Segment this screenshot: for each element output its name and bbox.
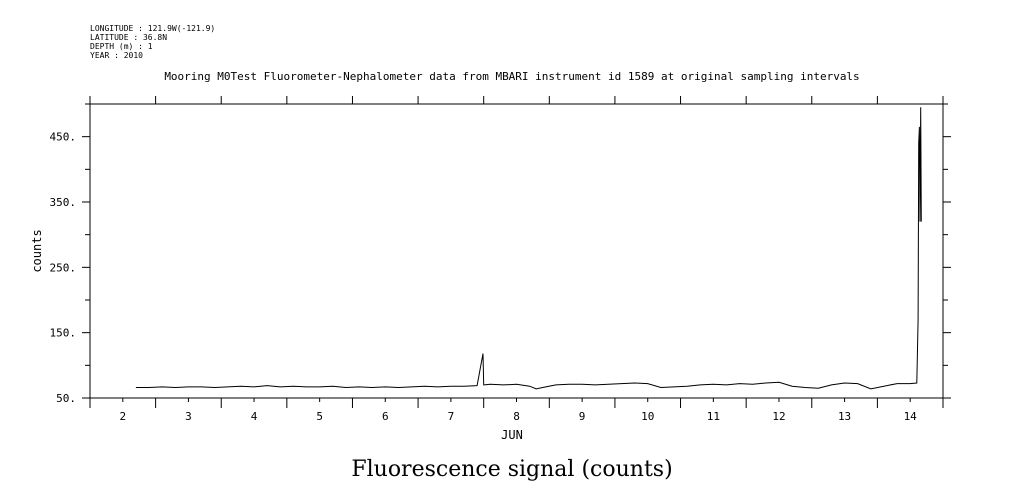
metadata-block: LONGITUDE : 121.9W(-121.9) LATITUDE : 36… [90,24,215,60]
longitude-label: LONGITUDE : 121.9W(-121.9) [90,24,215,33]
depth-label: DEPTH (m) : 1 [90,42,153,51]
x-tick-label: 11 [707,410,720,423]
axis-ticks [82,96,951,408]
x-tick-label: 6 [382,410,389,423]
x-tick-label: 12 [772,410,785,423]
y-tick-label: 350. [50,196,77,209]
x-tick-label: 9 [579,410,586,423]
x-tick-label: 8 [513,410,520,423]
y-tick-label: 150. [50,327,77,340]
year-label: YEAR : 2010 [90,51,143,60]
x-axis-label: JUN [501,428,523,442]
y-tick-label: 50. [56,392,76,405]
x-tick-label: 4 [251,410,258,423]
series-line [135,107,922,390]
y-tick-label: 450. [50,131,77,144]
x-tick-label: 3 [185,410,192,423]
x-tick-label: 5 [316,410,323,423]
x-tick-label: 7 [448,410,455,423]
y-axis-label: counts [30,229,44,272]
figure-caption: Fluorescence signal (counts) [351,457,672,482]
x-tick-label: 13 [838,410,851,423]
x-tick-label: 14 [904,410,918,423]
x-tick-label: 10 [641,410,654,423]
chart-title: Mooring M0Test Fluorometer-Nephalometer … [164,70,859,83]
plot-frame [89,103,944,399]
y-tick-label: 250. [50,261,77,274]
x-tick-label: 2 [119,410,126,423]
latitude-label: LATITUDE : 36.8N [90,33,167,42]
tick-labels: 50. 150. 250. 350. 450. 2 3 4 5 6 7 8 9 10 11 12 13 14 [50,131,918,423]
